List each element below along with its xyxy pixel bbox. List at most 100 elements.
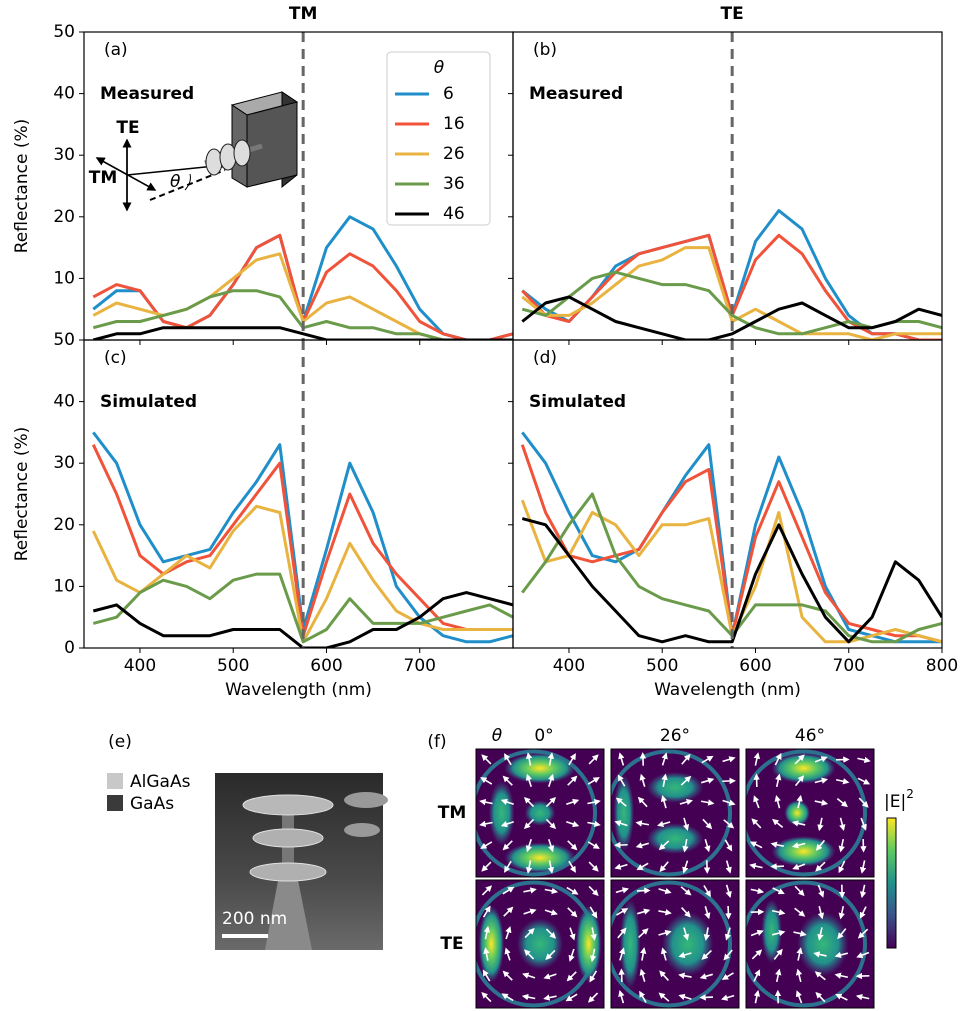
field-arrow [523, 949, 535, 960]
field-arrow [483, 925, 491, 940]
field-arrow [566, 821, 580, 828]
inset-label: TE [116, 118, 139, 138]
field-arrow [856, 951, 870, 959]
field-arrow [771, 909, 786, 916]
field-arrow [482, 969, 491, 982]
angle-label: 0° [534, 726, 553, 746]
field-arrow [753, 969, 761, 982]
field-arrow [502, 775, 513, 786]
field-hotspot [771, 836, 836, 867]
y-axis-label: Reflectance (%) [12, 119, 32, 254]
field-arrow [857, 928, 869, 939]
field-arrow [616, 908, 629, 916]
disc [233, 139, 251, 167]
colorbar-label: |E|2 [884, 787, 914, 813]
panel-annotation: Measured [529, 84, 623, 104]
field-arrow [544, 887, 559, 895]
field-arrow [682, 817, 690, 831]
disc [344, 792, 388, 808]
field-hotspot [797, 912, 849, 976]
field-arrow [587, 820, 601, 828]
field-arrow [502, 886, 515, 895]
field-arrow [481, 861, 492, 872]
field-arrow [701, 755, 714, 764]
field-arrow [794, 907, 806, 917]
field-map [745, 879, 875, 1009]
field-arrow [544, 909, 558, 916]
angle-label: 46° [795, 726, 825, 746]
field-arrow [679, 798, 693, 806]
field-ring [611, 749, 733, 877]
y-tick-label: 30 [53, 453, 75, 473]
x-tick-label: 400 [124, 656, 156, 676]
field-ring [746, 749, 868, 877]
field-arrow [640, 947, 647, 961]
field-arrow [479, 798, 493, 806]
field-arrow [657, 820, 671, 828]
field-arrow [523, 796, 535, 808]
field-arrow [658, 909, 672, 916]
x-tick-label: 500 [217, 656, 249, 676]
field-arrow [721, 972, 734, 980]
field-arrow [794, 775, 805, 787]
field-arrow [857, 756, 871, 764]
field-arrow [775, 968, 782, 983]
field-frame [475, 748, 605, 878]
field-arrow [481, 754, 492, 765]
field-arrow [836, 797, 848, 808]
x-tick-label: 600 [310, 656, 342, 676]
field-arrow [722, 756, 736, 763]
field-arrow [587, 992, 599, 1003]
field-arrow [504, 753, 512, 766]
field-arrow [771, 929, 786, 937]
field-arrow [567, 840, 578, 851]
field-arrow [588, 861, 599, 872]
field-arrow [839, 817, 846, 832]
field-arrow [753, 752, 761, 766]
field-arrow [481, 991, 492, 1003]
x-tick-label: 600 [739, 656, 771, 676]
disc [344, 823, 380, 837]
x-tick-label: 700 [404, 656, 436, 676]
normal [149, 169, 226, 201]
field-frame [610, 748, 740, 878]
field-hotspot [478, 905, 505, 983]
angle-label: 26° [660, 726, 690, 746]
field-arrow [524, 927, 535, 939]
field-arrow [682, 927, 690, 941]
field-arrow [838, 905, 845, 920]
chart-panel: TE (b) Measured [508, 4, 943, 345]
field-arrow [724, 927, 732, 941]
x-axis-label: Wavelength (nm) [225, 680, 372, 700]
field-arrow [568, 948, 575, 962]
field-frame [475, 879, 605, 1009]
panel-annotation: Simulated [529, 392, 626, 412]
field-arrow [525, 860, 533, 874]
chart-panel: 400 500 600 700 800 Wavelength (nm) (d) Simulat… [508, 339, 958, 700]
field-arrow [588, 754, 599, 765]
field-ring [611, 880, 733, 1008]
field-arrow [618, 752, 625, 766]
field-arrow [796, 794, 803, 809]
inset-label: θ [170, 172, 181, 192]
field-arrow [722, 799, 736, 806]
column-title: TE [721, 4, 744, 24]
colorbar [886, 817, 897, 949]
column-title: TM [289, 4, 318, 24]
field-arrow [480, 777, 493, 785]
y-tick-label: 50 [53, 22, 75, 42]
panel-annotation: Simulated [100, 392, 197, 412]
field-arrow [547, 752, 555, 766]
field-arrow [753, 795, 760, 809]
field-arrow [567, 907, 578, 918]
field-arrow [815, 839, 826, 851]
field-arrow [525, 752, 533, 766]
field-arrow [857, 777, 871, 785]
field-hotspot [524, 800, 556, 826]
field-arrow [704, 906, 711, 920]
field-arrow [859, 906, 867, 919]
field-arrow [638, 928, 649, 939]
field-arrow [502, 840, 513, 851]
field-arrow [589, 906, 598, 919]
field-arrow [837, 928, 847, 940]
